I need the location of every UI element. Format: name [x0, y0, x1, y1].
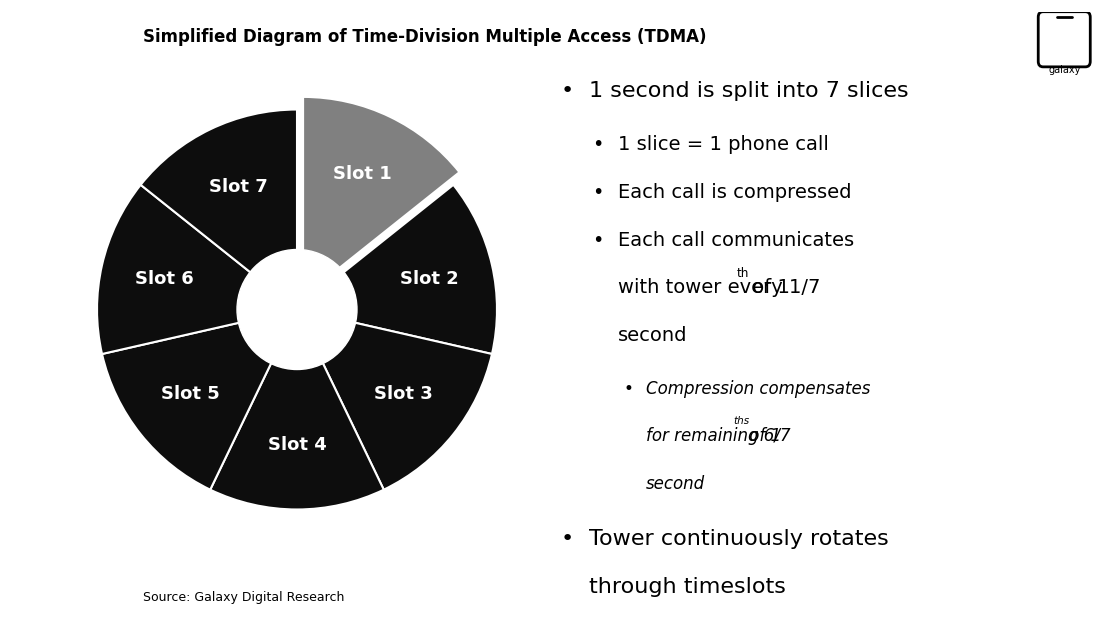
Text: Slot 7: Slot 7 — [209, 178, 267, 196]
Circle shape — [236, 249, 358, 370]
Wedge shape — [297, 310, 492, 490]
Text: th: th — [737, 267, 749, 280]
Text: Compression compensates: Compression compensates — [647, 379, 871, 397]
Text: Slot 4: Slot 4 — [267, 436, 327, 454]
Text: •: • — [561, 529, 574, 548]
Text: Source: Galaxy Digital Research: Source: Galaxy Digital Research — [143, 591, 344, 604]
Text: Slot 6: Slot 6 — [135, 271, 194, 288]
Text: •: • — [592, 183, 604, 202]
Text: •: • — [623, 379, 632, 397]
Text: second: second — [647, 475, 705, 493]
Text: of 1: of 1 — [744, 428, 781, 446]
Text: ths: ths — [733, 416, 749, 426]
Text: Slot 1: Slot 1 — [332, 165, 392, 183]
Wedge shape — [102, 310, 297, 490]
Text: with tower every 1/7: with tower every 1/7 — [618, 279, 821, 297]
Wedge shape — [297, 185, 497, 354]
Text: second: second — [618, 326, 688, 345]
Text: 1 second is split into 7 slices: 1 second is split into 7 slices — [590, 82, 909, 102]
Text: Each call communicates: Each call communicates — [618, 230, 854, 249]
Text: •: • — [592, 230, 604, 249]
Wedge shape — [304, 97, 460, 297]
Wedge shape — [141, 110, 297, 310]
Text: Slot 5: Slot 5 — [162, 385, 220, 404]
Text: through timeslots: through timeslots — [590, 576, 786, 597]
Text: •: • — [592, 135, 604, 154]
Text: of 1: of 1 — [746, 279, 790, 297]
Text: Slot 2: Slot 2 — [400, 271, 459, 288]
Text: galaxy: galaxy — [1048, 65, 1080, 76]
Text: Simplified Diagram of Time-Division Multiple Access (TDMA): Simplified Diagram of Time-Division Mult… — [143, 28, 706, 46]
Text: •: • — [561, 82, 574, 102]
Text: Tower continuously rotates: Tower continuously rotates — [590, 529, 889, 548]
Text: Slot 3: Slot 3 — [374, 385, 432, 404]
Text: for remaining 6/7: for remaining 6/7 — [647, 428, 791, 446]
Text: 1 slice = 1 phone call: 1 slice = 1 phone call — [618, 135, 828, 154]
Text: Each call is compressed: Each call is compressed — [618, 183, 851, 202]
Wedge shape — [210, 310, 384, 509]
Wedge shape — [97, 185, 297, 354]
